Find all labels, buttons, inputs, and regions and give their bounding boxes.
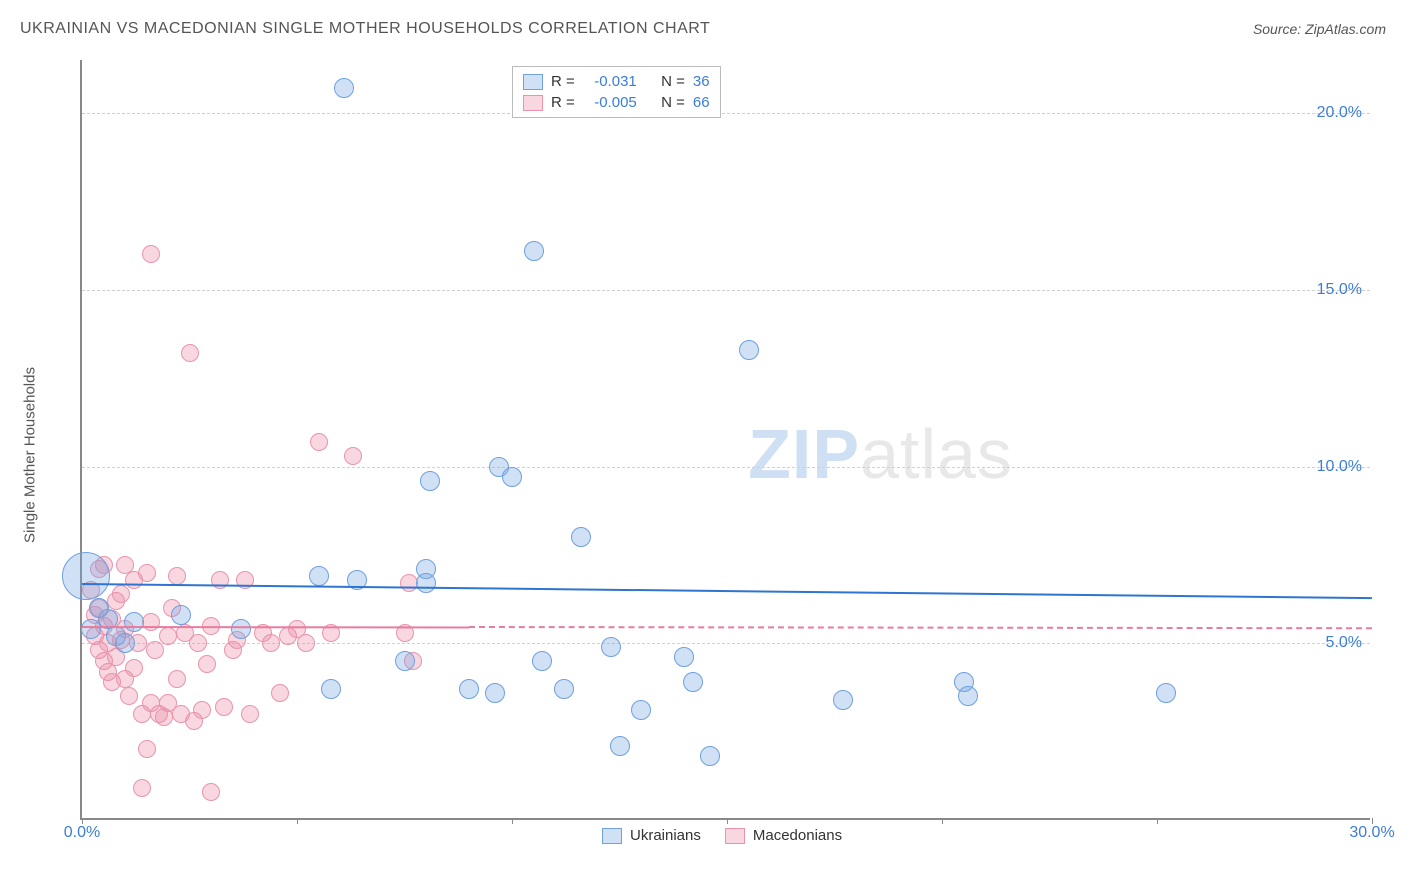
ukrainian-point bbox=[571, 527, 591, 547]
y-tick-label: 20.0% bbox=[1317, 104, 1362, 122]
ukrainian-point bbox=[62, 552, 110, 600]
x-tick-mark bbox=[1157, 818, 1158, 824]
legend-swatch bbox=[602, 828, 622, 844]
macedonian-point bbox=[142, 613, 160, 631]
ukrainian-point bbox=[115, 633, 135, 653]
legend-swatch bbox=[523, 74, 543, 90]
ukrainian-point bbox=[958, 686, 978, 706]
macedonian-point bbox=[146, 641, 164, 659]
x-tick-label: 30.0% bbox=[1349, 824, 1394, 842]
macedonian-point bbox=[181, 344, 199, 362]
macedonian-point bbox=[241, 705, 259, 723]
macedonian-point bbox=[344, 447, 362, 465]
y-tick-label: 15.0% bbox=[1317, 281, 1362, 299]
y-tick-label: 5.0% bbox=[1326, 634, 1362, 652]
ukrainian-point bbox=[231, 619, 251, 639]
macedonian-point bbox=[271, 684, 289, 702]
ukrainian-point bbox=[674, 647, 694, 667]
macedonian-point bbox=[198, 655, 216, 673]
ukrainian-trendline bbox=[82, 583, 1372, 599]
macedonian-point bbox=[138, 740, 156, 758]
macedonian-point bbox=[189, 634, 207, 652]
x-tick-mark bbox=[942, 818, 943, 824]
macedonian-point bbox=[112, 585, 130, 603]
y-tick-label: 10.0% bbox=[1317, 458, 1362, 476]
gridline bbox=[82, 113, 1370, 114]
macedonian-point bbox=[215, 698, 233, 716]
macedonian-point bbox=[133, 779, 151, 797]
legend-swatch bbox=[725, 828, 745, 844]
legend-row-macedonians: R = -0.005 N = 66 bbox=[523, 92, 710, 113]
macedonian-trendline bbox=[82, 626, 469, 629]
macedonian-point bbox=[262, 634, 280, 652]
macedonian-trendline bbox=[469, 626, 1372, 629]
ukrainian-point bbox=[601, 637, 621, 657]
macedonian-point bbox=[202, 783, 220, 801]
ukrainian-point bbox=[124, 612, 144, 632]
ukrainian-point bbox=[321, 679, 341, 699]
ukrainian-point bbox=[524, 241, 544, 261]
ukrainian-point bbox=[502, 467, 522, 487]
macedonian-point bbox=[125, 659, 143, 677]
scatter-plot: ZIPatlas 5.0%10.0%15.0%20.0%0.0%30.0%R =… bbox=[80, 60, 1370, 820]
ukrainian-point bbox=[309, 566, 329, 586]
x-tick-label: 0.0% bbox=[64, 824, 100, 842]
gridline bbox=[82, 467, 1370, 468]
macedonian-point bbox=[310, 433, 328, 451]
ukrainian-point bbox=[554, 679, 574, 699]
macedonian-point bbox=[193, 701, 211, 719]
gridline bbox=[82, 290, 1370, 291]
macedonian-point bbox=[297, 634, 315, 652]
macedonian-point bbox=[142, 245, 160, 263]
ukrainian-point bbox=[1156, 683, 1176, 703]
legend-item-macedonians: Macedonians bbox=[725, 827, 842, 844]
ukrainian-point bbox=[485, 683, 505, 703]
macedonian-point bbox=[168, 567, 186, 585]
ukrainian-point bbox=[833, 690, 853, 710]
ukrainian-point bbox=[459, 679, 479, 699]
legend-swatch bbox=[523, 95, 543, 111]
ukrainian-point bbox=[683, 672, 703, 692]
chart-area: Single Mother Households ZIPatlas 5.0%10… bbox=[50, 60, 1370, 850]
ukrainian-point bbox=[171, 605, 191, 625]
ukrainian-point bbox=[395, 651, 415, 671]
ukrainian-point bbox=[416, 573, 436, 593]
x-tick-mark bbox=[512, 818, 513, 824]
ukrainian-point bbox=[532, 651, 552, 671]
ukrainian-point bbox=[610, 736, 630, 756]
macedonian-point bbox=[168, 670, 186, 688]
ukrainian-point bbox=[631, 700, 651, 720]
legend-row-ukrainians: R = -0.031 N = 36 bbox=[523, 71, 710, 92]
series-legend: Ukrainians Macedonians bbox=[602, 827, 842, 844]
chart-title: UKRAINIAN VS MACEDONIAN SINGLE MOTHER HO… bbox=[20, 20, 710, 38]
macedonian-point bbox=[120, 687, 138, 705]
chart-header: UKRAINIAN VS MACEDONIAN SINGLE MOTHER HO… bbox=[20, 20, 1386, 38]
ukrainian-point bbox=[420, 471, 440, 491]
x-tick-mark bbox=[727, 818, 728, 824]
x-tick-mark bbox=[297, 818, 298, 824]
macedonian-point bbox=[138, 564, 156, 582]
correlation-legend: R = -0.031 N = 36R = -0.005 N = 66 bbox=[512, 66, 721, 118]
legend-item-ukrainians: Ukrainians bbox=[602, 827, 701, 844]
ukrainian-point bbox=[334, 78, 354, 98]
y-axis-label: Single Mother Households bbox=[22, 367, 39, 543]
macedonian-point bbox=[116, 556, 134, 574]
ukrainian-point bbox=[739, 340, 759, 360]
macedonian-point bbox=[159, 627, 177, 645]
ukrainian-point bbox=[700, 746, 720, 766]
chart-source: Source: ZipAtlas.com bbox=[1253, 21, 1386, 37]
watermark: ZIPatlas bbox=[748, 414, 1013, 494]
